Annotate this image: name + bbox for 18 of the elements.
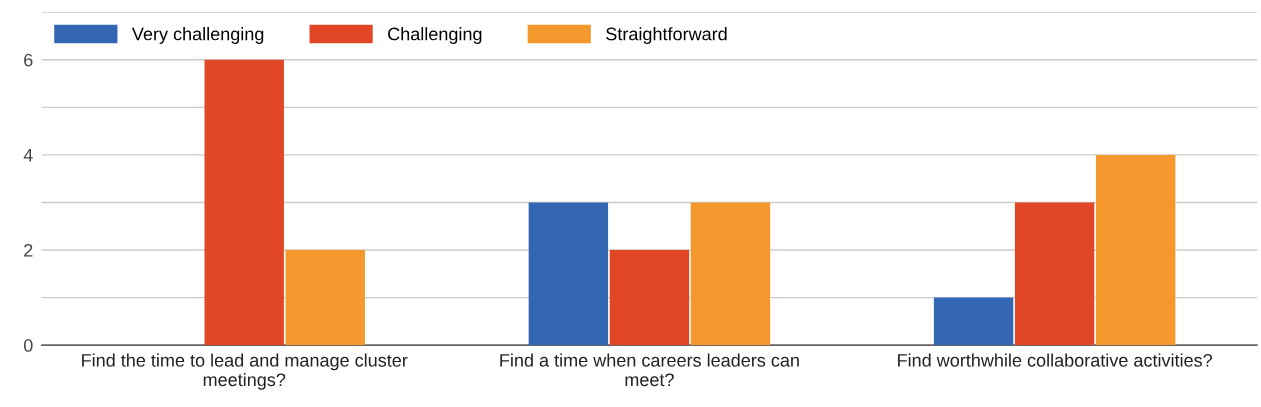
bar [1014,202,1095,346]
y-tick-label: 4 [23,149,33,162]
bar [933,297,1014,346]
bar [1095,154,1176,346]
x-tick-label: Find a time when careers leaders can meet? [500,353,799,387]
bar [528,202,609,346]
bar [285,250,365,346]
bar [204,59,284,346]
bar [609,250,690,346]
bar [690,202,771,346]
y-tick-label: 6 [24,53,33,67]
x-tick-label: Find the time to lead and manage cluster meetings? [82,353,408,390]
x-tick-label: Find worthwhile collaborative activities? [898,353,1213,367]
legend-label: Challenging [388,27,482,44]
legend-label: Straightforward [606,27,727,44]
legend-label: Very challenging [131,27,264,44]
y-tick-label: 2 [24,243,33,257]
y-tick-label: 0 [23,339,33,352]
